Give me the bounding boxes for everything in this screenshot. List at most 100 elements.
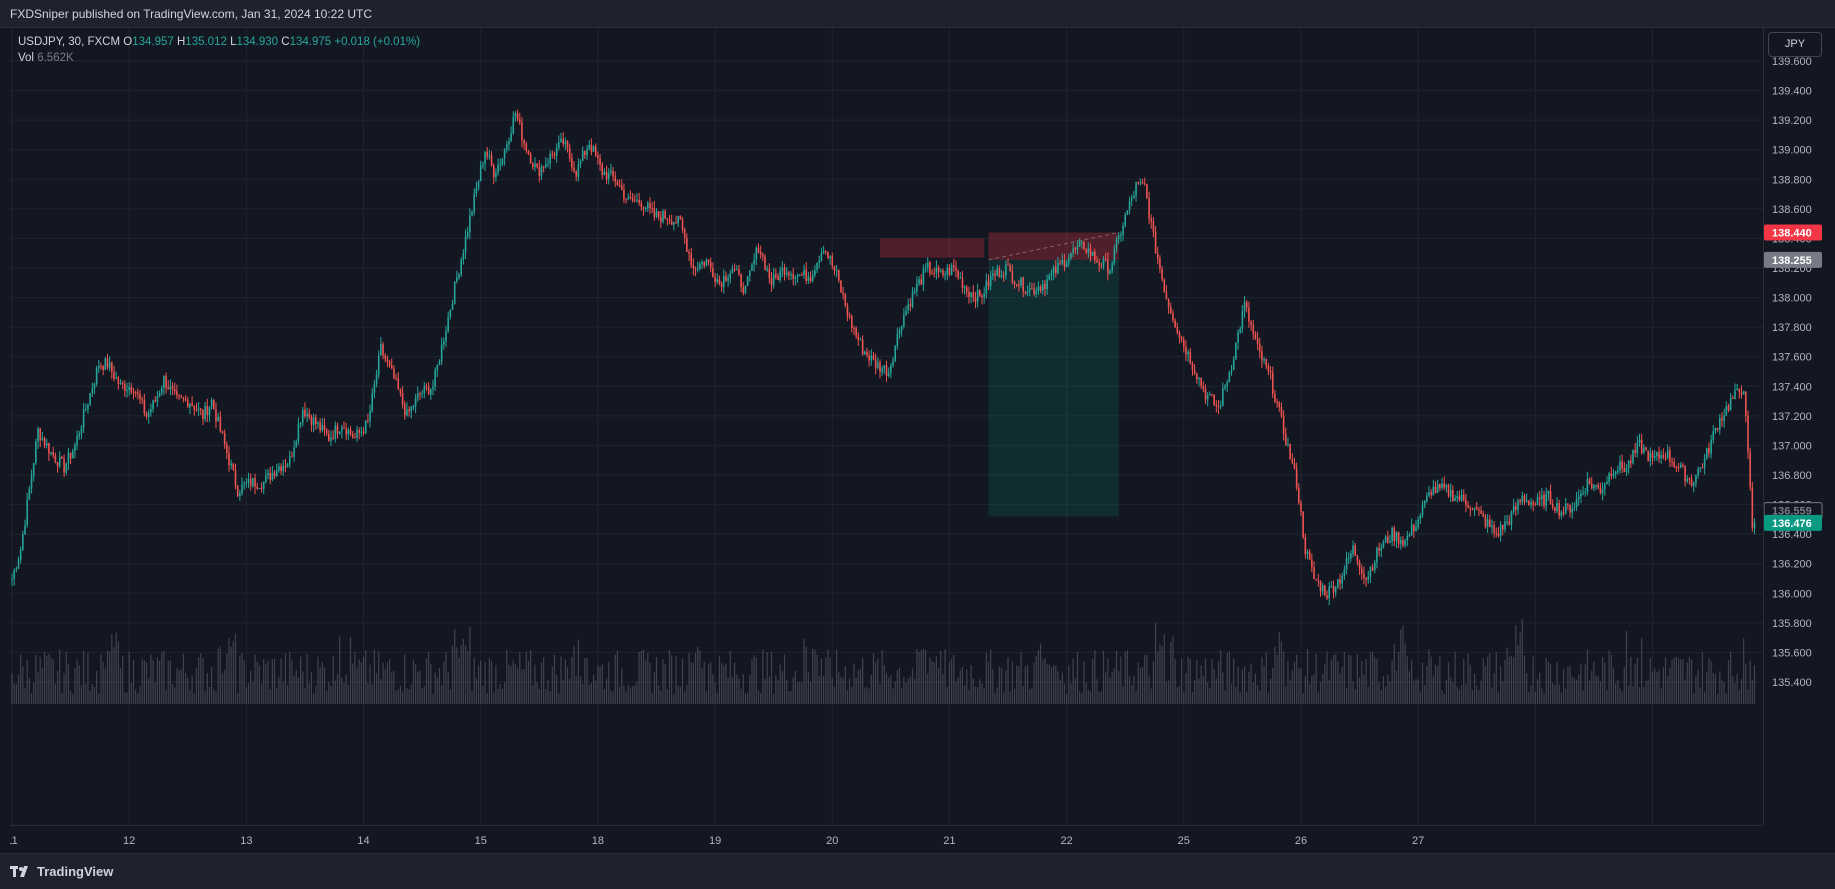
candle[interactable] xyxy=(775,268,777,280)
candle[interactable] xyxy=(180,394,183,399)
candle[interactable] xyxy=(981,293,983,305)
candle[interactable] xyxy=(199,408,202,416)
candle[interactable] xyxy=(369,404,371,428)
candle[interactable] xyxy=(913,287,916,295)
candle[interactable] xyxy=(486,146,489,160)
candle[interactable] xyxy=(1400,536,1402,550)
candle[interactable] xyxy=(1462,489,1465,502)
candle[interactable] xyxy=(647,201,649,212)
candle[interactable] xyxy=(631,193,634,203)
candle[interactable] xyxy=(555,143,558,163)
candle[interactable] xyxy=(191,396,193,407)
candle[interactable] xyxy=(1271,366,1274,399)
candle[interactable] xyxy=(1104,252,1107,262)
candle[interactable] xyxy=(1501,524,1504,536)
candle[interactable] xyxy=(1063,253,1066,272)
candle[interactable] xyxy=(547,157,549,168)
candle[interactable] xyxy=(1695,474,1697,488)
candle[interactable] xyxy=(662,209,664,224)
candle[interactable] xyxy=(1384,535,1387,544)
candle[interactable] xyxy=(1386,530,1389,545)
candle[interactable] xyxy=(1692,481,1695,493)
candle[interactable] xyxy=(1204,384,1207,405)
candle[interactable] xyxy=(323,417,326,436)
candle[interactable] xyxy=(883,364,886,374)
candle[interactable] xyxy=(633,194,636,203)
candle[interactable] xyxy=(935,260,938,280)
candle[interactable] xyxy=(824,250,827,255)
candle[interactable] xyxy=(126,382,128,398)
candle[interactable] xyxy=(228,446,230,472)
candle[interactable] xyxy=(944,270,946,281)
candle[interactable] xyxy=(299,422,302,428)
candle[interactable] xyxy=(1258,337,1261,359)
candle[interactable] xyxy=(590,138,593,156)
candle[interactable] xyxy=(822,245,825,255)
candle[interactable] xyxy=(759,245,762,259)
candle[interactable] xyxy=(1460,489,1463,503)
candle[interactable] xyxy=(1452,485,1454,502)
candle[interactable] xyxy=(907,298,910,315)
candle[interactable] xyxy=(874,353,877,375)
candle[interactable] xyxy=(1467,501,1469,509)
candle[interactable] xyxy=(278,462,280,473)
candle[interactable] xyxy=(677,215,679,227)
candle[interactable] xyxy=(1430,489,1432,499)
candle[interactable] xyxy=(833,265,836,276)
candle[interactable] xyxy=(850,314,853,333)
candle[interactable] xyxy=(1473,507,1476,517)
candle[interactable] xyxy=(84,403,87,412)
candle[interactable] xyxy=(638,192,640,206)
candle[interactable] xyxy=(1354,542,1357,557)
candle[interactable] xyxy=(937,265,940,278)
candle[interactable] xyxy=(853,325,855,336)
candle[interactable] xyxy=(1369,565,1372,583)
candle[interactable] xyxy=(1699,467,1702,473)
candle[interactable] xyxy=(803,264,805,279)
candle[interactable] xyxy=(1423,500,1426,509)
candle[interactable] xyxy=(1493,521,1495,538)
candle[interactable] xyxy=(1636,435,1639,458)
candle[interactable] xyxy=(805,262,808,285)
candle[interactable] xyxy=(319,418,321,434)
candle[interactable] xyxy=(193,405,196,416)
candle[interactable] xyxy=(842,287,844,300)
candle[interactable] xyxy=(1684,464,1686,487)
candle[interactable] xyxy=(406,402,408,417)
candle[interactable] xyxy=(1630,454,1632,469)
candle[interactable] xyxy=(1041,280,1044,295)
candle[interactable] xyxy=(757,243,760,254)
candle[interactable] xyxy=(1100,262,1103,269)
candle[interactable] xyxy=(139,390,141,405)
candle[interactable] xyxy=(551,150,554,159)
candle[interactable] xyxy=(588,139,591,151)
candle[interactable] xyxy=(1543,490,1545,510)
candle[interactable] xyxy=(599,154,601,171)
candle[interactable] xyxy=(1219,400,1222,410)
candle[interactable] xyxy=(670,214,673,226)
candle[interactable] xyxy=(1534,501,1537,507)
candle[interactable] xyxy=(106,353,109,370)
candle[interactable] xyxy=(1599,482,1602,495)
candle[interactable] xyxy=(1321,582,1324,596)
candle[interactable] xyxy=(705,258,708,267)
candle[interactable] xyxy=(1148,191,1150,225)
candle[interactable] xyxy=(102,365,104,376)
candle[interactable] xyxy=(657,211,660,221)
candle[interactable] xyxy=(1020,277,1022,288)
candle[interactable] xyxy=(1716,427,1719,432)
candle[interactable] xyxy=(306,407,308,423)
candle[interactable] xyxy=(247,472,250,489)
candle[interactable] xyxy=(1278,400,1281,412)
candle[interactable] xyxy=(1747,410,1749,459)
candle[interactable] xyxy=(1471,507,1474,511)
candle[interactable] xyxy=(345,423,347,441)
candle[interactable] xyxy=(722,269,725,294)
candle[interactable] xyxy=(1705,447,1708,460)
candle[interactable] xyxy=(1245,300,1248,313)
candle[interactable] xyxy=(855,326,857,339)
candle[interactable] xyxy=(581,146,584,162)
candle[interactable] xyxy=(994,269,996,282)
candle[interactable] xyxy=(301,406,304,427)
candle[interactable] xyxy=(1725,401,1728,417)
